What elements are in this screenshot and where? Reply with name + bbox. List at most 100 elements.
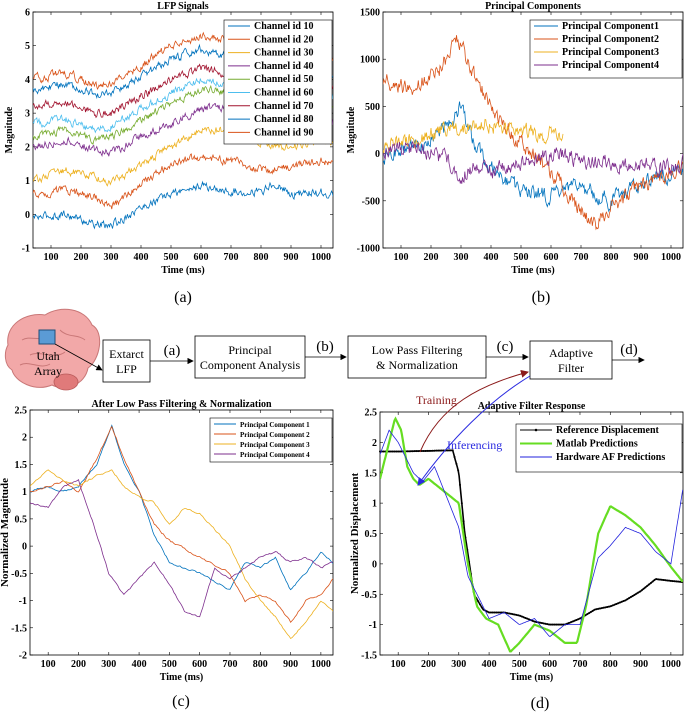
- x-axis-label: Time (ms): [160, 672, 203, 683]
- x-axis-label: Time (ms): [161, 265, 204, 276]
- reference-marker: [631, 594, 634, 597]
- reference-marker: [611, 604, 614, 607]
- pipeline-box3: [347, 335, 487, 379]
- reference-marker: [420, 450, 423, 453]
- x-tick-label: 500: [162, 659, 177, 670]
- reference-marker: [609, 605, 612, 608]
- x-tick-label: 1000: [661, 252, 681, 263]
- reference-marker: [440, 449, 443, 452]
- x-tick-label: 100: [41, 659, 56, 670]
- reference-marker: [555, 623, 558, 626]
- legend-entry: Matlab Predictions: [556, 439, 638, 450]
- reference-marker: [557, 623, 560, 626]
- reference-marker: [646, 584, 649, 587]
- reference-marker: [460, 502, 463, 505]
- reference-marker: [489, 611, 492, 614]
- reference-marker: [553, 623, 556, 626]
- reference-marker: [648, 583, 651, 586]
- y-tick-label: -2: [19, 651, 27, 662]
- legend-entry: Principal Component 2: [240, 431, 310, 439]
- y-tick-label: -500: [362, 196, 380, 207]
- reference-marker: [520, 615, 523, 618]
- box1-line2: LFP: [116, 362, 137, 376]
- chart-title: LFP Signals: [157, 1, 209, 12]
- reference-marker: [388, 450, 391, 453]
- series-line-principal-component-2: [30, 425, 333, 624]
- reference-marker: [438, 449, 441, 452]
- series-line-channel-id-20: [33, 153, 333, 210]
- reference-marker: [446, 449, 449, 452]
- y-axis-label: Normalized Displacement: [349, 473, 361, 595]
- series-line-matlab-predictions: [380, 416, 683, 653]
- caption-d: (d): [531, 695, 550, 712]
- series-line-reference-displacement: [380, 449, 683, 626]
- reference-marker: [635, 592, 638, 595]
- y-tick-label: 3: [25, 109, 30, 120]
- inferencing-arrow: [417, 375, 531, 486]
- reference-marker: [506, 612, 509, 615]
- pipeline-box2: [194, 335, 306, 379]
- y-tick-label: 2.5: [365, 408, 378, 419]
- legend-entry: Principal Component4: [562, 60, 659, 71]
- x-tick-label: 900: [634, 252, 649, 263]
- box4-line1: Adaptive: [549, 346, 593, 360]
- reference-marker: [669, 579, 672, 582]
- reference-marker: [586, 613, 589, 616]
- reference-marker: [457, 469, 460, 472]
- inferencing-label: Inferencing: [447, 438, 502, 452]
- reference-marker: [613, 603, 616, 606]
- reference-marker: [657, 578, 660, 581]
- reference-marker: [395, 450, 398, 453]
- reference-marker: [558, 623, 561, 626]
- legend-marker: [534, 428, 538, 432]
- pipeline-arrow-label: (d): [620, 342, 638, 358]
- reference-marker: [578, 617, 581, 620]
- legend-entry: Channel id 50: [254, 74, 313, 85]
- chart-title: After Low Pass Filtering & Normalization: [91, 399, 271, 410]
- y-tick-label: 2: [22, 433, 27, 444]
- reference-marker: [549, 623, 552, 626]
- pipeline-box1: [102, 339, 151, 383]
- x-tick-label: 300: [454, 252, 469, 263]
- y-tick-label: 2: [372, 438, 377, 449]
- reference-marker: [515, 613, 518, 616]
- reference-marker: [393, 450, 396, 453]
- legend-entry: Principal Component 4: [240, 451, 310, 459]
- reference-marker: [589, 610, 592, 613]
- reference-marker: [655, 578, 658, 581]
- reference-marker: [415, 450, 418, 453]
- plot-area-frame: [382, 11, 684, 249]
- reference-marker: [606, 606, 609, 609]
- reference-marker: [453, 456, 456, 459]
- reference-marker: [560, 623, 563, 626]
- reference-marker: [528, 618, 531, 621]
- reference-marker: [533, 620, 536, 623]
- reference-marker: [566, 622, 569, 625]
- y-tick-label: -1: [369, 620, 377, 631]
- reference-marker: [517, 614, 520, 617]
- reference-marker: [531, 619, 534, 622]
- box1-line1: Extarct: [109, 347, 144, 361]
- reference-marker: [598, 607, 601, 610]
- legend-box: [515, 423, 683, 473]
- reference-marker: [662, 579, 665, 582]
- legend-entry: Channel id 70: [254, 101, 313, 112]
- box3-line2: & Normalization: [376, 358, 458, 372]
- x-tick-label: 700: [572, 659, 587, 670]
- x-tick-label: 1000: [311, 659, 331, 670]
- x-tick-label: 800: [253, 659, 268, 670]
- y-axis-label: Magnitude: [346, 106, 357, 153]
- utah-array-square: [38, 329, 56, 345]
- reference-marker: [653, 579, 656, 582]
- reference-marker: [509, 612, 512, 615]
- chart-b: Principal Components 100 200 300 400 500 600 70…: [346, 1, 684, 276]
- reference-marker: [638, 590, 641, 593]
- caption-c: (c): [172, 693, 190, 710]
- series-line-channel-id-10: [33, 180, 333, 230]
- y-tick-label: 0: [375, 149, 380, 160]
- series-line-channel-id-30: [33, 126, 333, 187]
- reference-marker: [617, 602, 620, 605]
- reference-marker: [431, 449, 434, 452]
- legend-box: [223, 19, 333, 145]
- y-tick-label: -1.5: [11, 623, 27, 634]
